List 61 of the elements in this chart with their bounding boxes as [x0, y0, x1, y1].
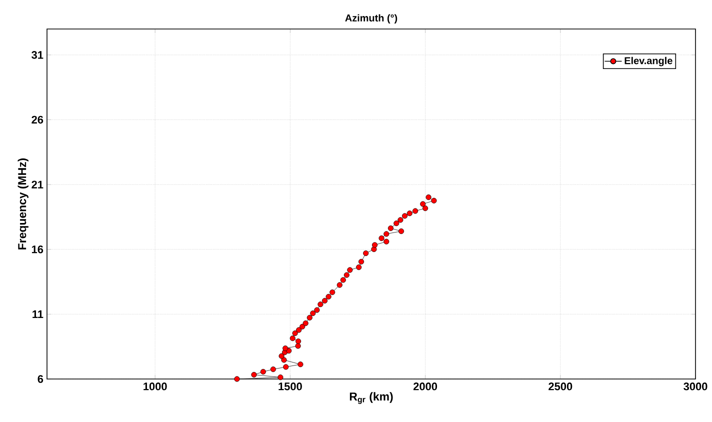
- y-tick-label: 21: [32, 180, 44, 188]
- point: [330, 289, 336, 296]
- y-tick-label: 31: [32, 51, 44, 59]
- y-axis-title: Frequency (MHz): [18, 158, 28, 250]
- point: [402, 213, 408, 219]
- point: [283, 364, 289, 370]
- point: [290, 336, 296, 342]
- y-tick-label: 26: [32, 116, 44, 124]
- point: [314, 307, 320, 313]
- point: [358, 258, 364, 264]
- point: [420, 201, 426, 207]
- x-tick-label: 1500: [278, 382, 302, 390]
- y-tick-label: 6: [38, 375, 44, 383]
- point: [296, 338, 302, 344]
- legend-label: Elev.angle: [624, 56, 672, 66]
- point: [318, 302, 324, 308]
- point: [422, 205, 428, 212]
- y-tick-label: 16: [32, 246, 44, 254]
- point: [306, 314, 312, 320]
- point: [384, 231, 390, 237]
- point: [406, 210, 412, 216]
- point: [292, 330, 298, 336]
- point: [281, 357, 287, 363]
- point: [298, 362, 304, 368]
- x-tick-label: 2000: [413, 382, 438, 390]
- point: [295, 343, 301, 349]
- point: [356, 264, 362, 270]
- chart-title: Azimuth (°): [345, 14, 398, 24]
- point: [347, 267, 353, 273]
- point: [384, 238, 390, 244]
- point: [363, 250, 369, 256]
- point: [336, 282, 342, 288]
- point: [278, 353, 284, 359]
- point: [394, 220, 400, 226]
- point: [426, 194, 432, 200]
- x-tick-label: 1000: [144, 382, 167, 390]
- point: [340, 277, 346, 283]
- point: [398, 217, 404, 223]
- point: [310, 310, 316, 316]
- point: [431, 198, 437, 204]
- point: [344, 272, 350, 278]
- x-axis-title: R$_{gr}$ (km): [350, 392, 393, 404]
- x-tick-label: 3000: [684, 382, 708, 390]
- point: [398, 228, 404, 234]
- point: [302, 320, 308, 326]
- y-tick-label: 11: [32, 310, 44, 318]
- point: [378, 235, 384, 242]
- point: [234, 376, 240, 382]
- point: [260, 368, 266, 375]
- point: [412, 208, 418, 214]
- point: [326, 294, 332, 300]
- point: [322, 298, 328, 304]
- point: [282, 345, 288, 352]
- point: [296, 327, 302, 333]
- point: [388, 225, 394, 232]
- point: [278, 374, 284, 380]
- point: [300, 324, 306, 330]
- point: [270, 366, 276, 372]
- x-tick-label: 2500: [548, 382, 572, 390]
- point: [251, 372, 257, 378]
- point: [372, 242, 378, 248]
